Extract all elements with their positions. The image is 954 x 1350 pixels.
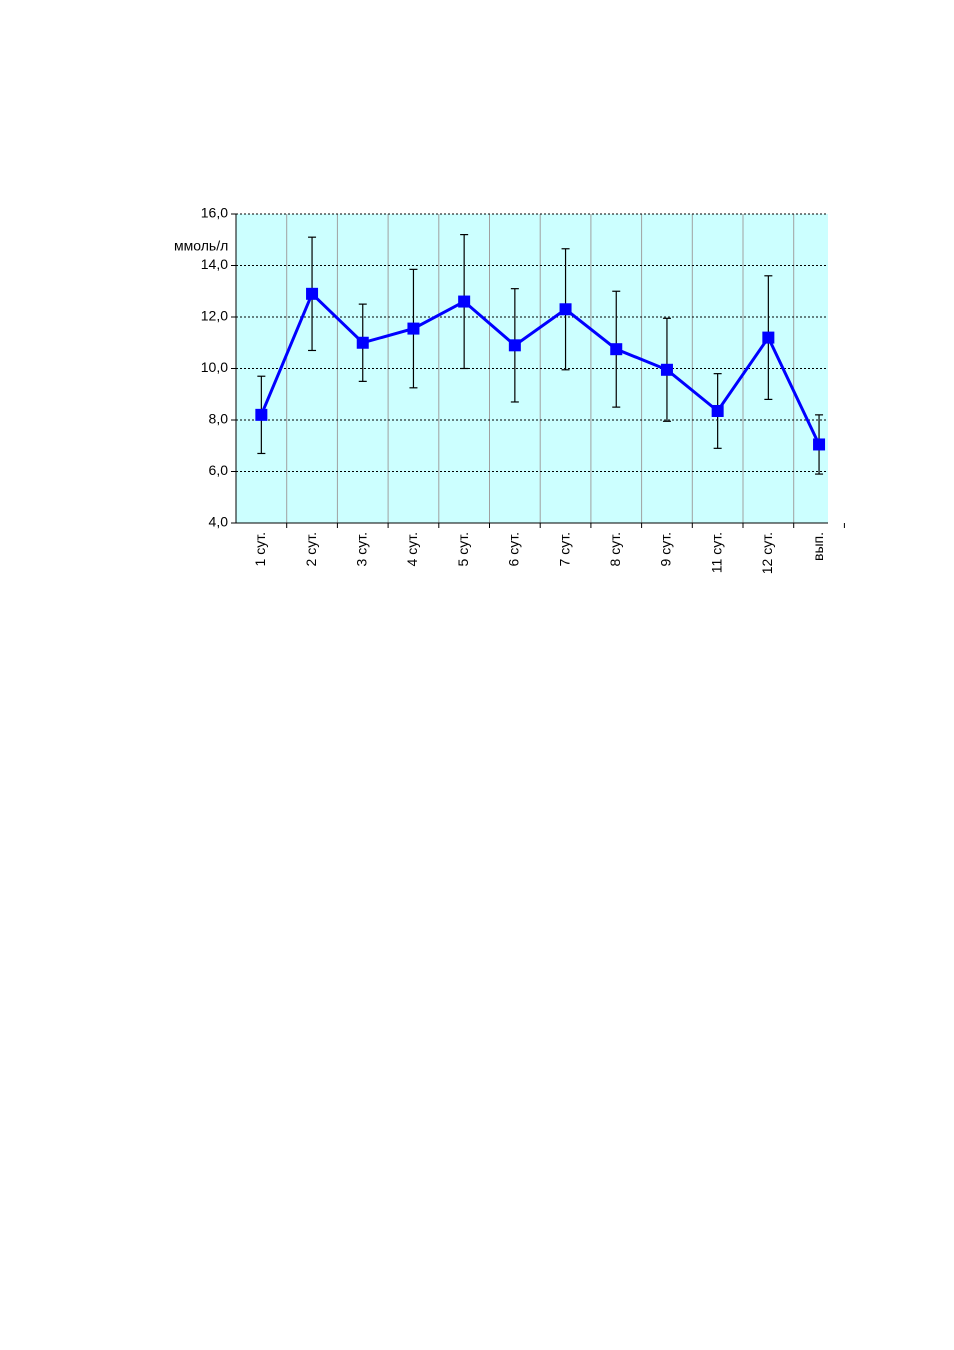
x-tick-label: 11 сут. [708,532,724,573]
y-tick-label: 14,0 [201,256,228,272]
x-tick-label: 12 сут. [759,532,775,574]
marker [762,331,775,344]
marker [356,336,369,349]
marker [660,363,673,376]
y-tick-label: 8,0 [209,411,229,427]
marker [255,408,268,421]
x-tick-label: 9 сут. [658,532,674,566]
marker [813,438,826,451]
x-tick-label: 4 сут. [404,532,420,566]
x-tick-label: вып. [810,532,826,561]
y-axis-label: ммоль/л [174,238,228,254]
x-tick-label: 7 сут. [556,532,572,566]
line [259,291,821,446]
marker [610,343,623,356]
y-tick-label: 12,0 [201,308,228,324]
x-tick-label: 3 сут. [353,532,369,566]
marker [711,404,724,417]
y-tick-label: 6,0 [209,462,229,478]
marker [559,303,572,316]
marker [407,322,420,335]
x-tick-label: 8 сут. [607,532,623,566]
y-tick-label: 4,0 [209,514,229,530]
marker [458,295,471,308]
y-tick-label: 16,0 [201,205,228,221]
x-tick-label: 6 сут. [506,532,522,566]
marker [306,287,319,300]
x-tick-label: 1 сут. [252,532,268,566]
x-tick-label: 2 сут. [303,532,319,566]
x-tick-label: 5 сут. [455,532,471,566]
y-tick-label: 10,0 [201,359,228,375]
marker [508,339,521,352]
